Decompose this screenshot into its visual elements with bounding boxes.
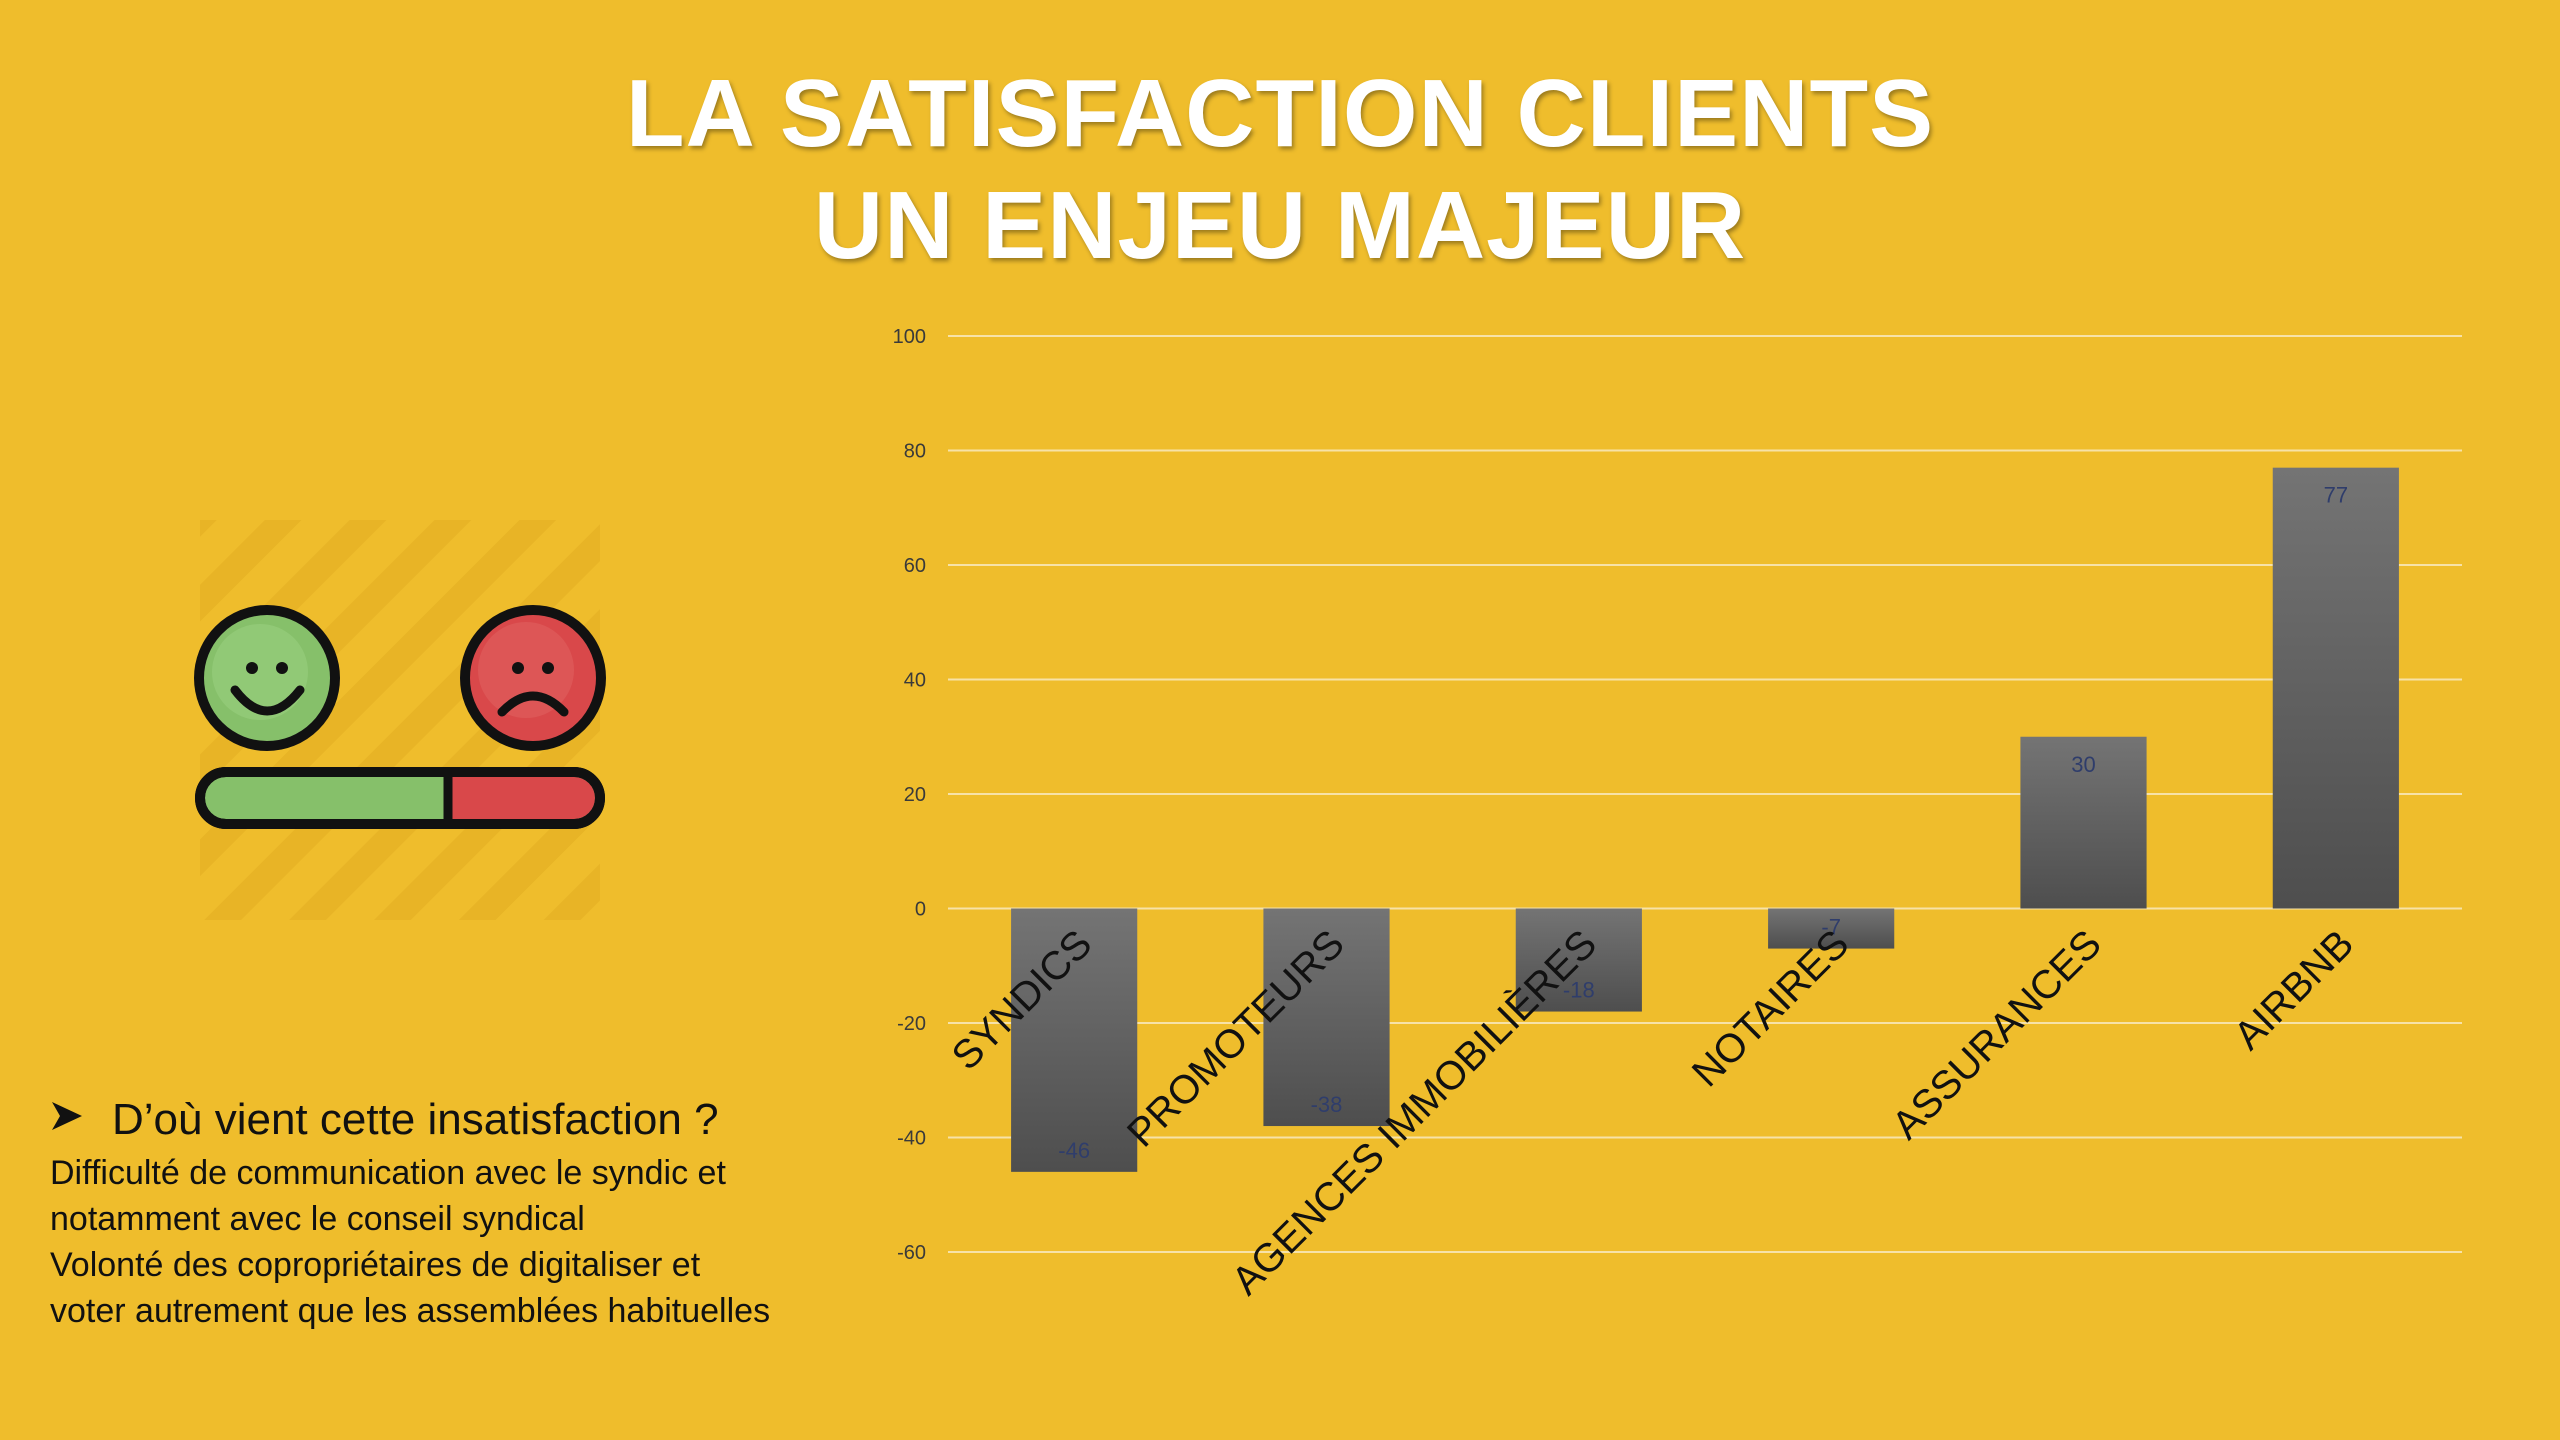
bullet-body-line: voter autrement que les assemblées habit…: [50, 1292, 771, 1330]
bullet-heading: D’où vient cette insatisfaction ?: [50, 1090, 910, 1150]
bullet-body-line: notamment avec le conseil syndical: [50, 1200, 585, 1238]
category-label: AIRBNB: [2226, 922, 2362, 1058]
bar: [2272, 467, 2399, 909]
bar: [2020, 736, 2147, 909]
bar: [1263, 908, 1390, 1127]
y-tick-label: 80: [904, 441, 926, 463]
chart-bars: [1011, 467, 2399, 1172]
data-label: -7: [1821, 915, 1841, 940]
page-title: LA SATISFACTION CLIENTS UN ENJEU MAJEUR: [0, 58, 2560, 282]
chart-gridlines: 100 80 60 40 20 0 -20 -40 -60: [893, 326, 2462, 1264]
insatisfaction-section: D’où vient cette insatisfaction ? Diffic…: [50, 1090, 910, 1334]
bar: [1768, 908, 1895, 949]
sad-face-icon: [460, 605, 606, 751]
data-label: -18: [1563, 978, 1595, 1003]
bullet-heading-text: D’où vient cette insatisfaction ?: [112, 1095, 719, 1144]
data-label: -38: [1311, 1092, 1343, 1117]
y-tick-label: -40: [897, 1128, 926, 1150]
title-line-1: LA SATISFACTION CLIENTS: [625, 60, 1935, 167]
y-tick-label: 0: [915, 899, 926, 921]
y-tick-label: -60: [897, 1242, 926, 1264]
bullet-body-line: Volonté des copropriétaires de digitalis…: [50, 1246, 701, 1284]
category-label: ASSURANCES: [1884, 922, 2110, 1148]
satisfaction-bar-icon: [195, 767, 605, 829]
data-label: -46: [1058, 1138, 1090, 1163]
y-tick-label: 100: [893, 326, 926, 348]
y-tick-label: 40: [904, 670, 926, 692]
title-line-2: UN ENJEU MAJEUR: [813, 172, 1747, 279]
y-tick-label: -20: [897, 1013, 926, 1035]
bar: [1011, 908, 1138, 1172]
y-tick-label: 60: [904, 555, 926, 577]
bullet-body-line: Difficulté de communication avec le synd…: [50, 1154, 726, 1192]
bar: [1515, 908, 1642, 1012]
data-label: 77: [2324, 483, 2348, 508]
y-tick-label: 20: [904, 784, 926, 806]
happy-face-icon: [194, 605, 340, 751]
arrowhead-bullet-icon: [50, 1090, 112, 1150]
satisfaction-meter-icon: [190, 510, 610, 930]
data-label: 30: [2071, 752, 2095, 777]
